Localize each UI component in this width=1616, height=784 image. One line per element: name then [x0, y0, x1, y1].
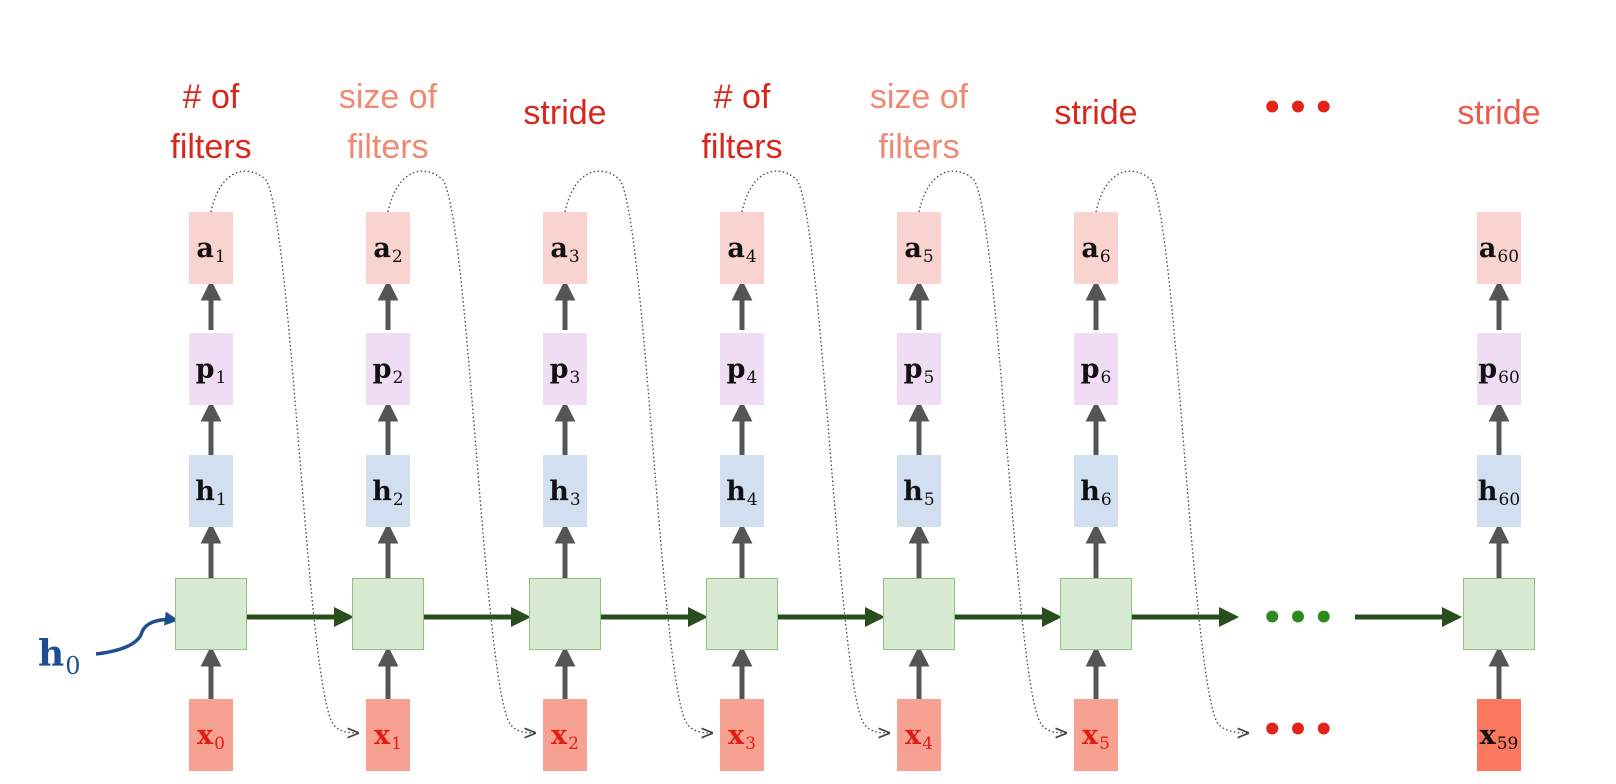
- h0-arrow: [95, 611, 179, 656]
- header-7: stride: [1457, 94, 1541, 132]
- rnn-cell-2: [352, 578, 424, 650]
- header-5: size of filters: [869, 78, 969, 166]
- header-2: size of filters: [338, 78, 438, 166]
- rnn-cell-6: [1060, 578, 1132, 650]
- rnn-cell-3: [529, 578, 601, 650]
- hidden-box-7: h 60: [1477, 455, 1521, 527]
- rnn-cell-5: [883, 578, 955, 650]
- rnn-cell-4: [706, 578, 778, 650]
- header-6: stride: [1054, 94, 1138, 132]
- header-3: stride: [523, 94, 607, 132]
- action-box-7: a 60: [1477, 212, 1521, 284]
- prob-box-7: p 60: [1477, 333, 1521, 405]
- rnn-cell-7: [1463, 578, 1535, 650]
- h0-label: h0: [38, 633, 81, 680]
- ellipsis-top: •••: [1261, 88, 1339, 128]
- rnn-cell-1: [175, 578, 247, 650]
- header-4: # of filters: [701, 78, 783, 166]
- ellipsis-bottom: •••: [1261, 710, 1339, 750]
- header-1: # of filters: [170, 78, 252, 166]
- ellipsis-middle: •••: [1261, 598, 1339, 638]
- input-box-7: x 59: [1477, 699, 1521, 771]
